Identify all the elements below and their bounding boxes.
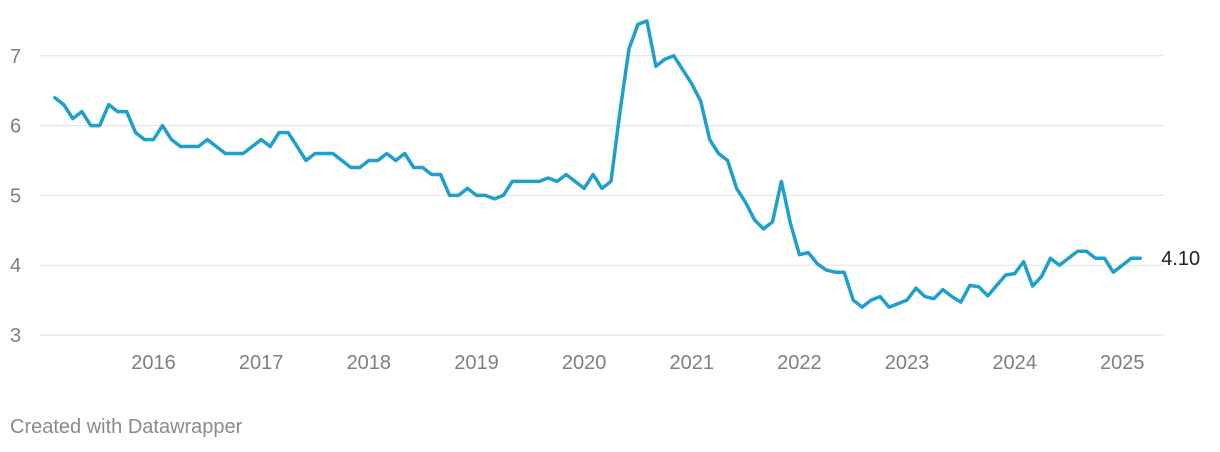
end-value-label: 4.10 bbox=[1161, 248, 1200, 270]
x-tick-label: 2021 bbox=[669, 352, 714, 374]
gridlines bbox=[40, 55, 1164, 336]
y-tick-label: 7 bbox=[10, 46, 21, 68]
y-axis-ticks: 3 4 5 6 7 bbox=[10, 46, 21, 347]
series-line-0 bbox=[53, 19, 1142, 309]
x-tick-label: 2019 bbox=[454, 352, 499, 374]
x-tick-label: 2016 bbox=[131, 352, 176, 374]
x-tick-label: 2022 bbox=[777, 352, 822, 374]
x-tick-label: 2018 bbox=[347, 352, 392, 374]
x-tick-label: 2017 bbox=[239, 352, 284, 374]
x-tick-label: 2020 bbox=[562, 352, 607, 374]
x-tick-label: 2024 bbox=[992, 352, 1037, 374]
y-tick-label: 5 bbox=[10, 185, 21, 207]
credit-text: Created with Datawrapper bbox=[10, 416, 243, 438]
x-tick-label: 2023 bbox=[885, 352, 930, 374]
series-layer bbox=[53, 19, 1142, 309]
x-tick-label: 2025 bbox=[1100, 352, 1145, 374]
y-tick-label: 3 bbox=[10, 325, 21, 347]
y-tick-label: 4 bbox=[10, 255, 21, 277]
y-tick-label: 6 bbox=[10, 116, 21, 138]
x-axis-ticks: 2016 2017 2018 2019 2020 2021 2022 2023 2024 2025 bbox=[131, 352, 1144, 374]
